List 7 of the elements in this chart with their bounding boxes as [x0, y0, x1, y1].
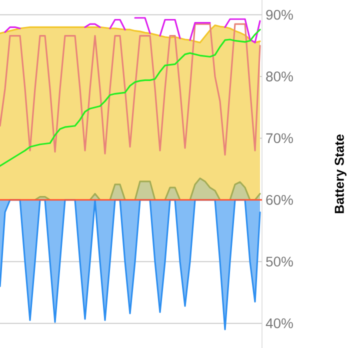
y-tick-label: 70%: [266, 133, 293, 144]
y-tick-label: 40%: [266, 318, 293, 328]
y-tick-label: 90%: [266, 10, 293, 20]
y-axis-title: Battery State: [334, 134, 346, 214]
y-tick-label: 50%: [266, 256, 293, 267]
y-tick-label: 60%: [266, 194, 293, 205]
y-tick-label: 80%: [266, 72, 293, 82]
